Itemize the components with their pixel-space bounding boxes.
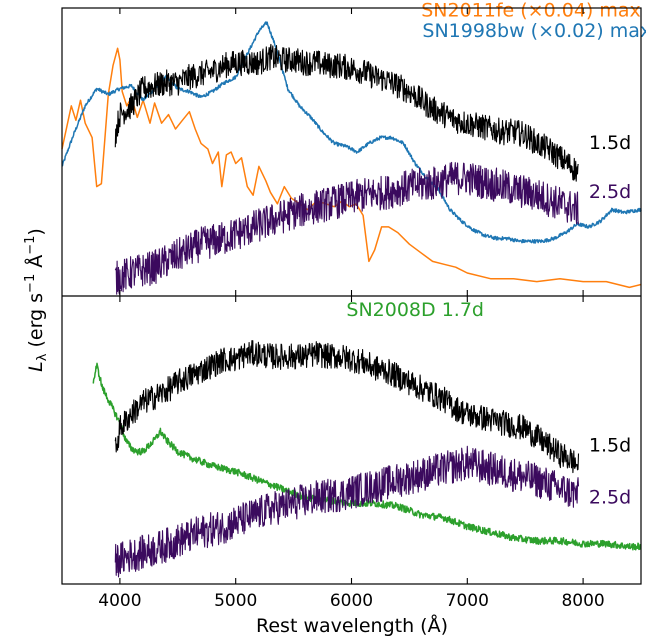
- top-series-3: [114, 161, 580, 295]
- y-label-sub: λ: [35, 353, 50, 361]
- x-tick-label: 4000: [98, 591, 141, 611]
- top-label-3: 2.5d: [589, 181, 631, 203]
- top-series-0: [61, 47, 642, 289]
- bottom-label-2: 2.5d: [589, 486, 631, 508]
- top-label-1: SN1998bw (×0.02) max: [422, 20, 646, 42]
- x-tick-label: 7000: [446, 591, 489, 611]
- bottom-label-0: SN2008D 1.7d: [346, 299, 484, 321]
- y-axis-label: Lλ (erg s−1 Å−1): [23, 228, 50, 372]
- x-tick-label: 8000: [561, 591, 604, 611]
- y-label-unit2: Å: [24, 255, 47, 274]
- y-label-close: ): [25, 228, 47, 235]
- x-tick-label: 5000: [214, 591, 257, 611]
- bottom-series-0: [92, 362, 642, 551]
- bottom-label-1: 1.5d: [589, 435, 631, 457]
- top-label-0: SN2011fe (×0.04) max: [421, 0, 641, 22]
- bottom-series-2: [114, 445, 580, 578]
- x-axis: 4000 5000 6000 7000 8000: [98, 8, 605, 611]
- svg-text:Lλ (erg s−1 Å−1): Lλ (erg s−1 Å−1): [23, 228, 50, 372]
- y-label-exp1: −1: [23, 274, 38, 293]
- y-label-units: (erg s: [25, 293, 47, 354]
- bottom-series-1: [114, 340, 580, 474]
- top-label-2: 1.5d: [589, 132, 631, 154]
- top-series-2: [114, 43, 579, 182]
- frame: [61, 7, 642, 585]
- y-label-main: L: [25, 361, 47, 372]
- x-tick-label: 6000: [330, 591, 373, 611]
- x-axis-label: Rest wavelength (Å): [256, 614, 448, 637]
- y-label-exp2: −1: [23, 236, 38, 255]
- bottom-panel: SN2008D 1.7d 1.5d 2.5d: [92, 299, 642, 578]
